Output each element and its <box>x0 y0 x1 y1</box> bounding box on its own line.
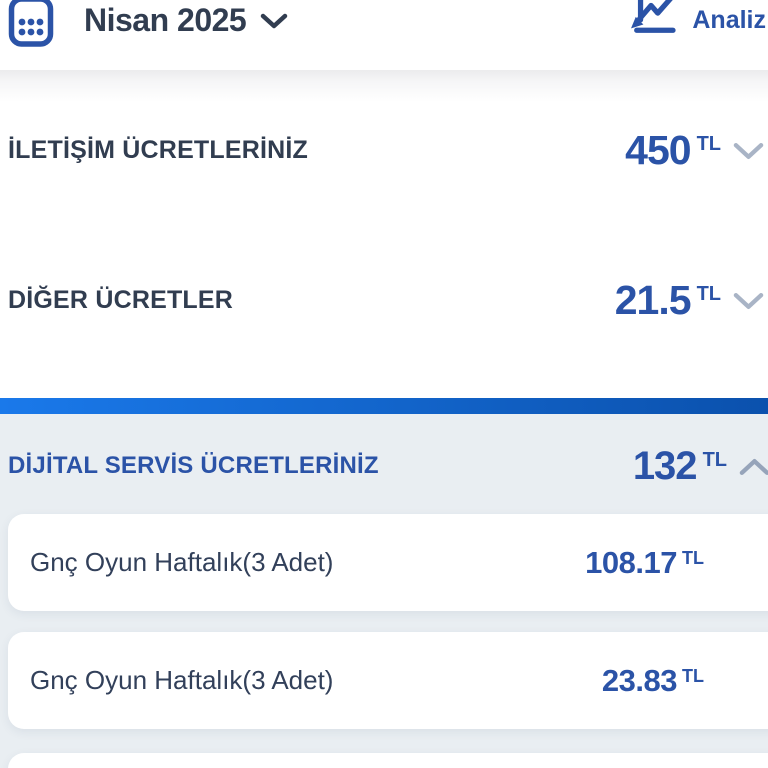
digital-services-label: DİJİTAL SERVİS ÜCRETLERİNİZ <box>8 452 379 479</box>
chevron-down-icon <box>260 13 288 29</box>
digital-amount: 132 <box>632 444 698 488</box>
gradient-divider-bar <box>0 398 768 414</box>
analiz-label: Analiz <box>692 6 766 34</box>
header: Nisan 2025 Analiz <box>0 0 768 70</box>
service-item-row: Gnç Oyun Haftalık(3 Adet) 108.17 TL <box>8 514 768 611</box>
chevron-down-icon[interactable] <box>733 142 764 160</box>
communication-fees-value: 450 TL <box>625 126 764 173</box>
line-chart-icon <box>631 0 676 33</box>
communication-fees-row[interactable]: İLETİŞİM ÜCRETLERİNİZ 450 TL <box>0 127 768 173</box>
other-amount: 21.5 <box>614 276 692 323</box>
communication-currency: TL <box>696 132 721 155</box>
other-currency: TL <box>696 282 721 305</box>
service-item-amount: 108.17 <box>585 545 677 580</box>
service-item-label: Gnç Oyun Haftalık(3 Adet) <box>30 665 334 695</box>
other-fees-value: 21.5 TL <box>614 276 764 323</box>
service-item-currency: TL <box>682 666 704 686</box>
digital-currency: TL <box>702 449 727 471</box>
month-selector[interactable]: Nisan 2025 <box>8 0 288 52</box>
digital-services-header-row[interactable]: DİJİTAL SERVİS ÜCRETLERİNİZ 132 TL <box>8 443 768 489</box>
chevron-down-icon[interactable] <box>733 292 764 310</box>
service-item-value: 23.83 TL <box>602 665 704 696</box>
digital-services-value: 132 TL <box>632 444 768 488</box>
digital-services-section: DİJİTAL SERVİS ÜCRETLERİNİZ 132 TL Gnç O… <box>0 414 768 768</box>
analiz-button[interactable]: Analiz <box>626 0 766 42</box>
chevron-up-icon[interactable] <box>739 458 768 476</box>
service-item-amount: 23.83 <box>601 663 678 698</box>
month-label: Nisan 2025 <box>84 2 247 38</box>
service-item-value: 108.17 TL <box>585 547 704 578</box>
communication-fees-label: İLETİŞİM ÜCRETLERİNİZ <box>8 135 309 164</box>
service-item-row-partial <box>8 753 768 768</box>
other-fees-row[interactable]: DİĞER ÜCRETLER 21.5 TL <box>0 277 768 323</box>
service-item-row: Gnç Oyun Haftalık(3 Adet) 23.83 TL <box>8 632 768 729</box>
communication-amount: 450 <box>625 126 691 173</box>
service-item-label: Gnç Oyun Haftalık(3 Adet) <box>30 547 334 577</box>
service-item-currency: TL <box>682 548 704 568</box>
header-shadow <box>0 70 768 104</box>
calendar-icon <box>8 0 54 47</box>
other-fees-label: DİĞER ÜCRETLER <box>8 285 234 314</box>
